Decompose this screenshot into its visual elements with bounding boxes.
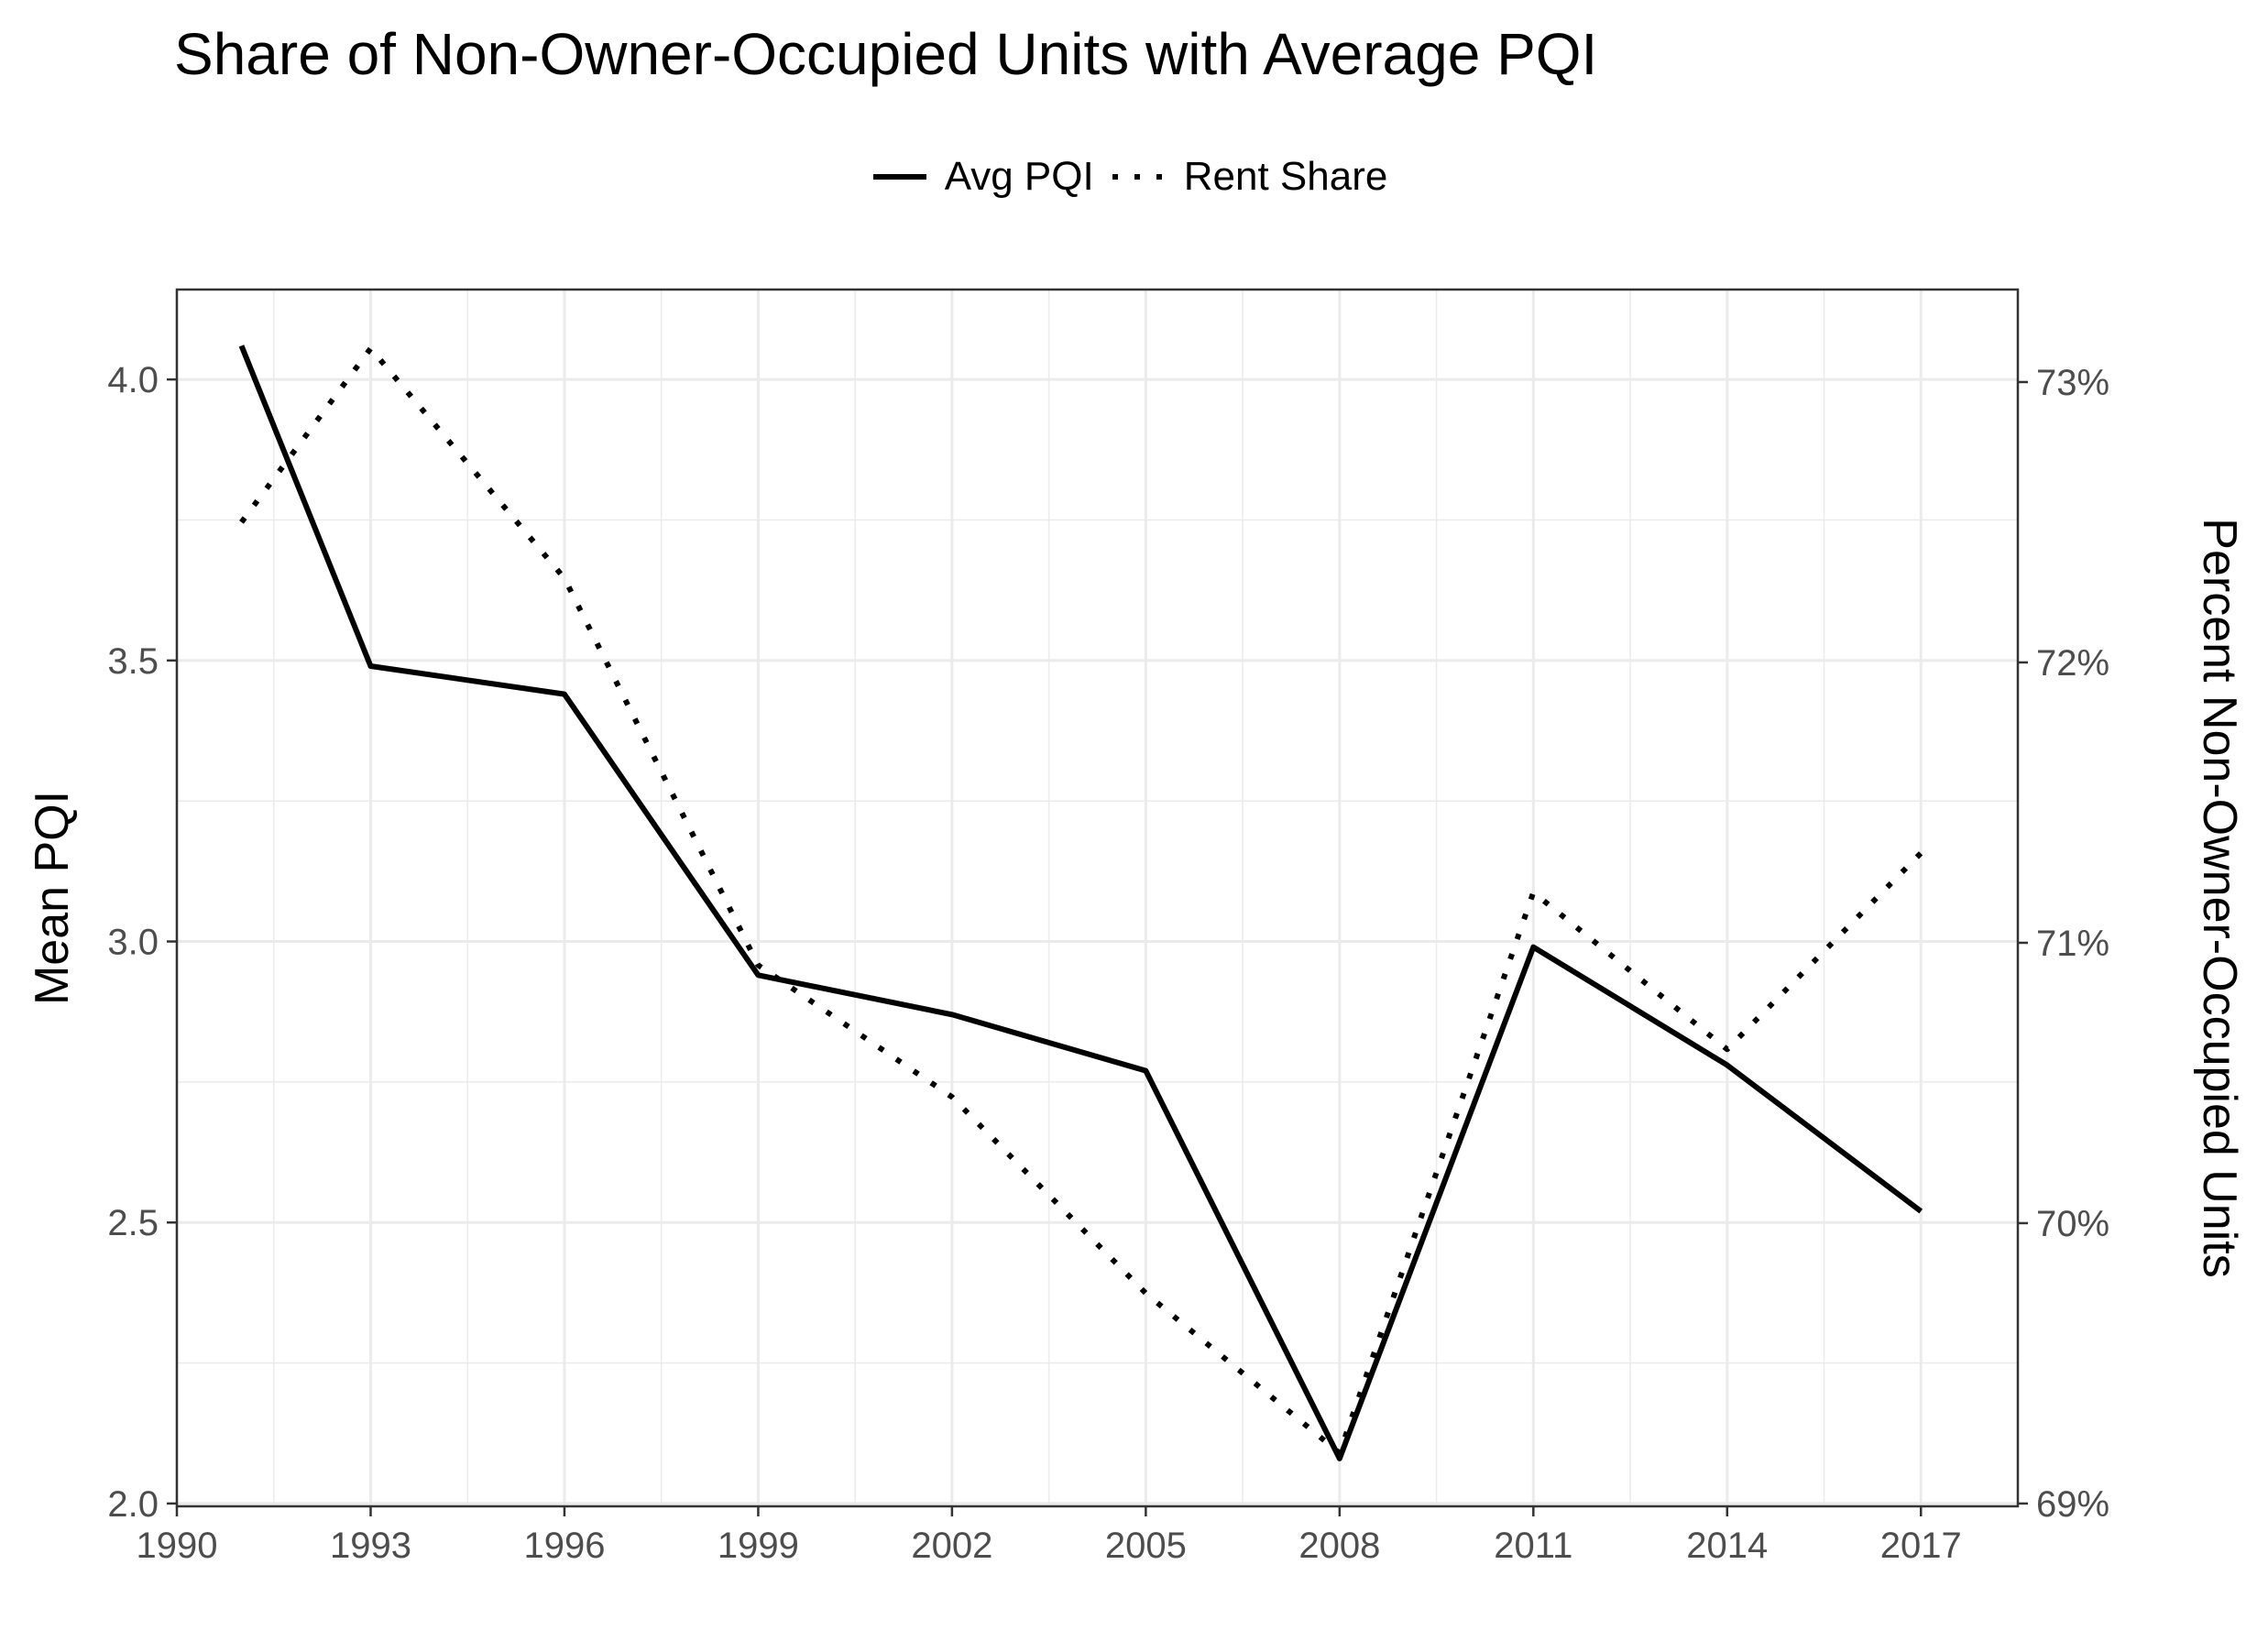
x-tick-label: 1999 bbox=[718, 1526, 799, 1566]
chart-title: Share of Non-Owner-Occupied Units with A… bbox=[174, 21, 1598, 87]
x-tick-label: 2017 bbox=[1880, 1526, 1962, 1566]
grid bbox=[175, 290, 2018, 1506]
x-tick-label: 2008 bbox=[1298, 1526, 1380, 1566]
y2-tick-label: 70% bbox=[2036, 1204, 2109, 1244]
y-axis-title: Mean PQI bbox=[26, 791, 79, 1005]
x-tick-label: 2002 bbox=[911, 1526, 992, 1566]
legend-label-avg-pqi: Avg PQI bbox=[944, 154, 1094, 199]
y-tick-label: 3.0 bbox=[107, 923, 159, 963]
axes: 1990 1993 1996 1999 2002 2005 2008 2011 2014 2017… bbox=[107, 360, 2109, 1566]
y2-tick-label: 73% bbox=[2036, 363, 2109, 403]
x-tick-label: 2011 bbox=[1494, 1526, 1572, 1566]
y2-tick-label: 72% bbox=[2036, 643, 2109, 684]
avg-pqi-line bbox=[238, 345, 1923, 1461]
legend-label-rent-share: Rent Share bbox=[1183, 154, 1388, 199]
x-tick-label: 1990 bbox=[137, 1526, 218, 1566]
legend-item-avg-pqi: Avg PQI bbox=[868, 154, 1094, 200]
y2-tick-label: 69% bbox=[2036, 1484, 2109, 1525]
panel-border bbox=[175, 288, 2020, 1508]
legend: Avg PQI Rent Share bbox=[0, 145, 2268, 209]
y2-tick-label: 71% bbox=[2036, 924, 2109, 964]
x-tick-label: 1996 bbox=[523, 1526, 605, 1566]
x-tick-label: 2014 bbox=[1686, 1526, 1768, 1566]
y-tick-label: 2.0 bbox=[107, 1484, 159, 1525]
rent-share-line bbox=[239, 345, 1923, 1456]
y-tick-label: 4.0 bbox=[107, 360, 159, 400]
x-tick-label: 1993 bbox=[330, 1526, 411, 1566]
y-tick-label: 2.5 bbox=[107, 1203, 159, 1243]
dotted-line-key-icon bbox=[1112, 174, 1166, 180]
legend-item-rent-share: Rent Share bbox=[1107, 154, 1388, 200]
y2-axis-title: Percent Non-Owner-Occupied Units bbox=[2193, 518, 2246, 1277]
series bbox=[238, 345, 1923, 1461]
y-tick-label: 3.5 bbox=[107, 641, 159, 682]
x-tick-label: 2005 bbox=[1105, 1526, 1187, 1566]
solid-line-key-icon bbox=[872, 174, 926, 180]
